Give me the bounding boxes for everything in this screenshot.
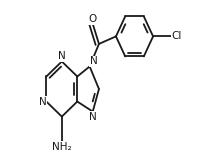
Text: N: N (39, 97, 46, 106)
Text: N: N (90, 56, 97, 67)
Text: N: N (58, 52, 66, 61)
Text: NH₂: NH₂ (52, 142, 72, 152)
Text: N: N (89, 112, 97, 122)
Text: O: O (89, 14, 97, 24)
Text: Cl: Cl (172, 31, 182, 41)
